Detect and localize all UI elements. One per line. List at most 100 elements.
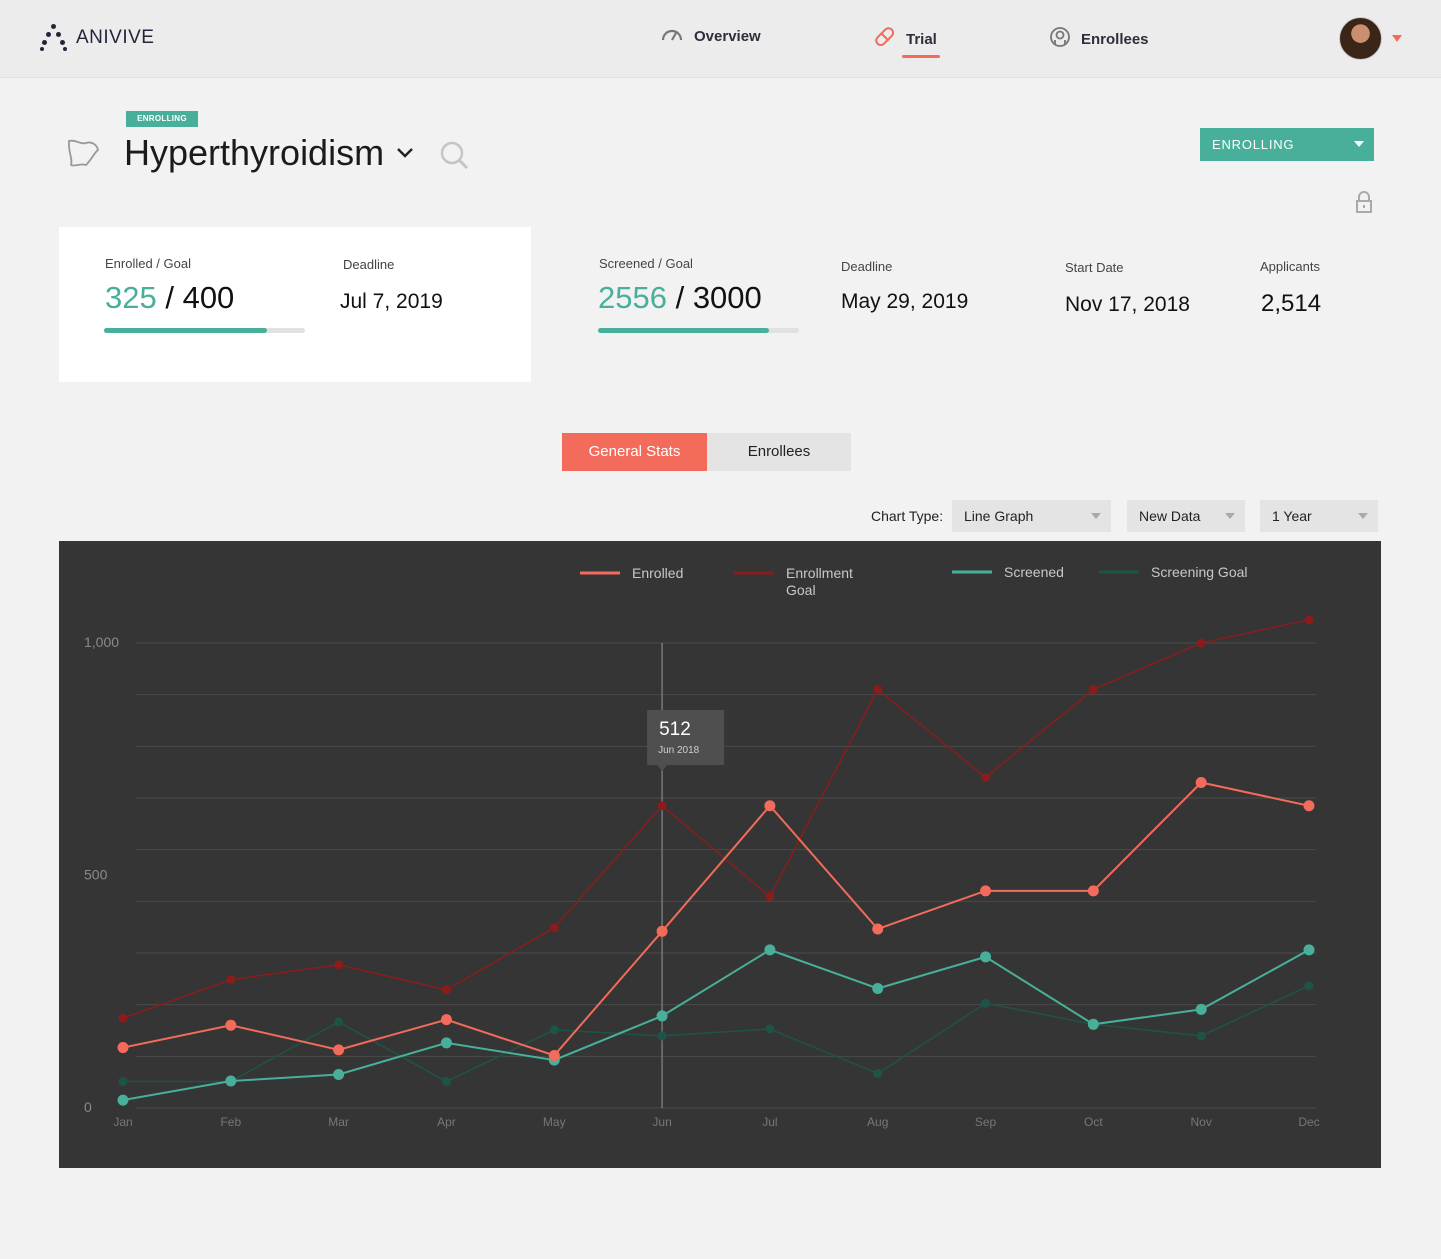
data-point [765,1024,775,1034]
enrolled-count: 325 [105,280,157,315]
data-point [334,1017,344,1027]
top-nav-bar: ANIVIVE Overview Trial Enrollees [0,0,1441,78]
data-point [1088,685,1098,694]
data-select[interactable]: New Data [1127,500,1245,532]
nav-active-indicator [902,55,940,58]
user-avatar[interactable] [1339,17,1382,60]
thyroid-icon [66,137,100,174]
view-tabs: General Stats Enrollees [562,433,851,471]
x-tick-label: Jul [762,1115,777,1129]
status-badge: ENROLLING [126,111,198,127]
x-tick-label: Dec [1298,1115,1319,1129]
speedometer-icon [660,26,684,46]
data-point [1196,1031,1206,1041]
page-title: Hyperthyroidism [124,132,385,173]
tab-general-stats[interactable]: General Stats [562,433,707,471]
data-point [1195,777,1207,788]
nav-label-overview: Overview [694,27,761,45]
applicants-label: Applicants [1260,259,1320,274]
line-chart: 1,000 500 0 Jan Feb Mar Apr May Jun Jul Aug Sep Oct N… [84,564,1320,1129]
data-point [657,1031,667,1041]
legend-label: Enrollment Goal [786,565,853,598]
data-point [872,982,884,994]
nav-item-overview[interactable]: Overview [660,26,761,46]
enrolled-progress-bar [104,328,305,333]
caret-down-icon [1091,513,1101,519]
x-tick-label: Apr [437,1115,456,1129]
data-point [226,975,236,985]
caret-down-icon [1358,513,1368,519]
data-point [440,1037,452,1049]
x-tick-label: Oct [1084,1115,1103,1129]
enrolled-card [59,227,531,382]
legend-label: Screened [1004,564,1064,580]
start-date-label: Start Date [1065,260,1124,275]
screened-goal-value: 2556 / 3000 [598,280,762,315]
data-point [981,772,991,782]
tooltip-box [647,710,725,765]
chart-type-select[interactable]: Line Graph [952,500,1111,532]
series-line [122,781,1310,1057]
chart-type-value: Line Graph [964,508,1034,524]
trial-status-select[interactable]: ENROLLING [1200,128,1374,161]
x-tick-label: Feb [220,1115,241,1129]
caret-down-icon [1354,141,1364,147]
data-point [656,925,668,937]
data-point [656,1010,668,1022]
app-logo[interactable]: ANIVIVE [40,24,154,52]
data-point [118,1013,128,1023]
data-point [333,1069,345,1081]
applicants-value: 2,514 [1261,290,1322,317]
data-point [764,800,776,812]
screened-goal: 3000 [692,280,762,315]
data-point [548,1049,560,1061]
pill-icon [874,26,896,52]
tooltip-label: Jun 2018 [658,745,700,756]
x-tick-label: Aug [867,1115,888,1129]
data-point [549,1025,559,1035]
range-select[interactable]: 1 Year [1260,500,1378,532]
nav-item-trial[interactable]: Trial [874,26,937,52]
line-chart-panel: 1,000 500 0 Jan Feb Mar Apr May Jun Jul Aug Sep Oct N… [59,541,1381,1168]
data-point [118,1076,128,1086]
data-point [333,1044,345,1056]
screened-deadline-value: May 29, 2019 [841,290,969,313]
series-line [122,619,1310,1019]
data-point [1087,1018,1099,1030]
data-point [1195,1003,1207,1015]
nav-label-enrollees: Enrollees [1081,30,1149,48]
data-point [764,944,776,956]
data-point [873,1069,883,1079]
trial-status-value: ENROLLING [1212,137,1295,152]
data-point [981,998,991,1008]
series-line [123,985,1310,1083]
enrolled-label: Enrolled / Goal [105,256,191,271]
nav-label-trial: Trial [906,30,937,48]
deadline-label: Deadline [841,259,893,274]
app-name: ANIVIVE [76,27,155,48]
nav-item-enrollees[interactable]: Enrollees [1049,26,1149,52]
series-line [122,948,1310,1102]
screened-label: Screened / Goal [599,256,693,271]
data-point [657,801,667,811]
lock-icon[interactable] [1355,191,1373,218]
search-icon[interactable] [439,140,471,177]
legend-label: Enrolled [632,565,683,581]
tab-enrollees[interactable]: Enrollees [707,433,851,471]
user-circle-icon [1049,26,1071,52]
data-point [549,923,559,933]
range-select-value: 1 Year [1272,508,1312,524]
legend-label: Screening Goal [1151,564,1248,580]
x-tick-label: Jan [113,1115,132,1129]
data-point [1304,615,1314,625]
chart-type-label: Chart Type: [871,508,944,524]
x-tick-label: Nov [1191,1115,1212,1129]
data-point [1304,981,1314,991]
enrolled-goal: 400 [182,280,235,315]
screened-progress-bar [598,328,799,333]
y-tick-label: 0 [84,1099,92,1115]
chevron-down-icon[interactable] [1392,35,1402,42]
chevron-down-icon[interactable] [396,146,414,164]
data-point [440,1014,452,1026]
enrolled-goal-value: 325 / 400 [105,280,235,315]
